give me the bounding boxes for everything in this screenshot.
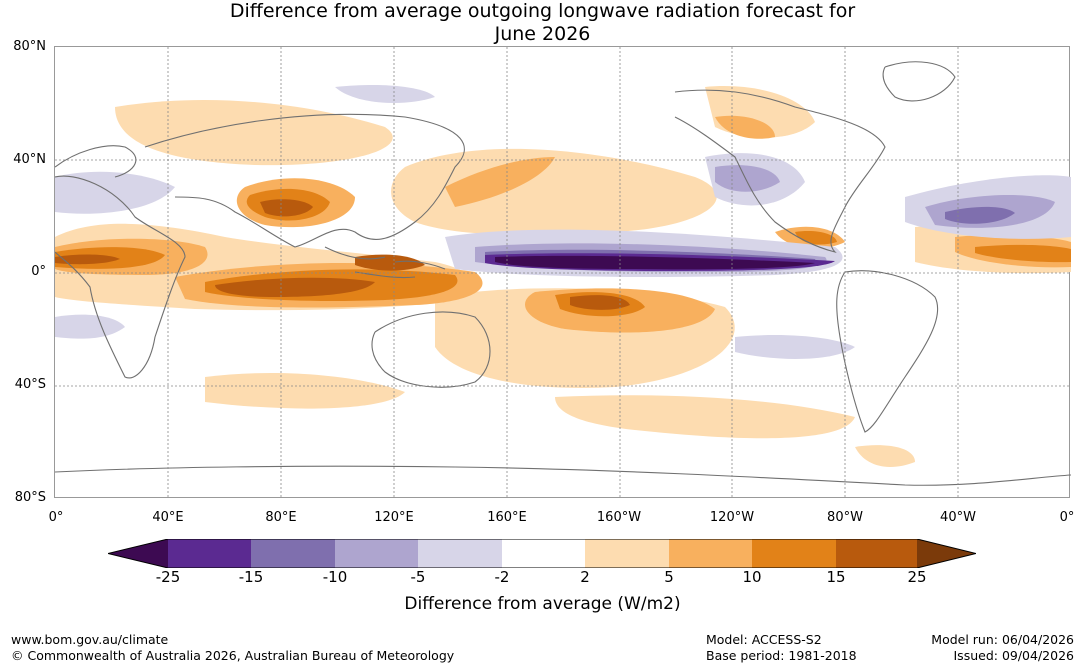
- graticule: [55, 47, 1071, 499]
- colorbar-tick: -2: [494, 568, 510, 586]
- lon-label-80w: 80°W: [827, 510, 863, 525]
- colorbar-bin-7: [669, 539, 752, 568]
- olr-anomaly-map: [55, 47, 1071, 499]
- chart-title-line2: June 2026: [494, 23, 591, 45]
- chart-title-line1: Difference from average outgoing longwav…: [229, 0, 856, 22]
- colorbar-tick: 25: [907, 568, 927, 586]
- footer-issued: Issued: 09/04/2026: [953, 648, 1075, 663]
- lon-label-120w: 120°W: [709, 510, 755, 525]
- world-map: [54, 46, 1071, 499]
- colorbar-tick: -25: [155, 568, 181, 586]
- colorbar-bin-2: [251, 539, 335, 568]
- colorbar-bin-1: [168, 539, 251, 568]
- lat-label-40s: 40°S: [14, 377, 46, 392]
- footer-model: Model: ACCESS-S2: [706, 632, 822, 647]
- lon-label-0-right: 0°: [1059, 510, 1075, 525]
- colorbar-tick: -5: [410, 568, 426, 586]
- lat-label-80s: 80°S: [14, 490, 46, 505]
- chart-title: Difference from average outgoing longwav…: [0, 0, 1085, 46]
- footer-model-run: Model run: 06/04/2026: [931, 632, 1074, 647]
- coastlines: [55, 61, 1071, 486]
- lon-label-40e: 40°E: [152, 510, 184, 525]
- colorbar-bin-9: [836, 539, 917, 568]
- colorbar-tick: -10: [322, 568, 348, 586]
- lon-label-160e: 160°E: [487, 510, 527, 525]
- lon-label-80e: 80°E: [265, 510, 297, 525]
- anomaly-deep-purple-regions: [495, 255, 815, 270]
- colorbar-bin-5: [502, 539, 585, 568]
- colorbar-bin-6: [585, 539, 669, 568]
- lat-label-equator: 0°: [31, 264, 46, 279]
- colorbar-tick: 15: [826, 568, 846, 586]
- footer-base-period: Base period: 1981-2018: [706, 648, 857, 663]
- colorbar-bin-3: [335, 539, 418, 568]
- lon-label-160w: 160°W: [596, 510, 642, 525]
- lat-label-40n: 40°N: [13, 152, 46, 167]
- colorbar-tick: -15: [238, 568, 264, 586]
- colorbar-bin-8: [752, 539, 836, 568]
- anomaly-brown-regions: [55, 199, 630, 310]
- lon-label-0: 0°: [48, 510, 64, 525]
- lat-label-80n: 80°N: [13, 39, 46, 54]
- colorbar-label: Difference from average (W/m2): [404, 594, 681, 614]
- lon-label-40w: 40°W: [940, 510, 976, 525]
- colorbar-bin-4: [418, 539, 502, 568]
- colorbar-bin-10: [917, 539, 976, 568]
- colorbar-tick: 5: [664, 568, 674, 586]
- lon-label-120e: 120°E: [374, 510, 414, 525]
- colorbar-bin-0: [108, 539, 168, 568]
- footer-copyright: © Commonwealth of Australia 2026, Austra…: [11, 648, 455, 663]
- colorbar: [108, 539, 976, 568]
- footer-website-link[interactable]: www.bom.gov.au/climate: [11, 632, 169, 647]
- colorbar-tick: 2: [580, 568, 590, 586]
- colorbar-tick: 10: [742, 568, 762, 586]
